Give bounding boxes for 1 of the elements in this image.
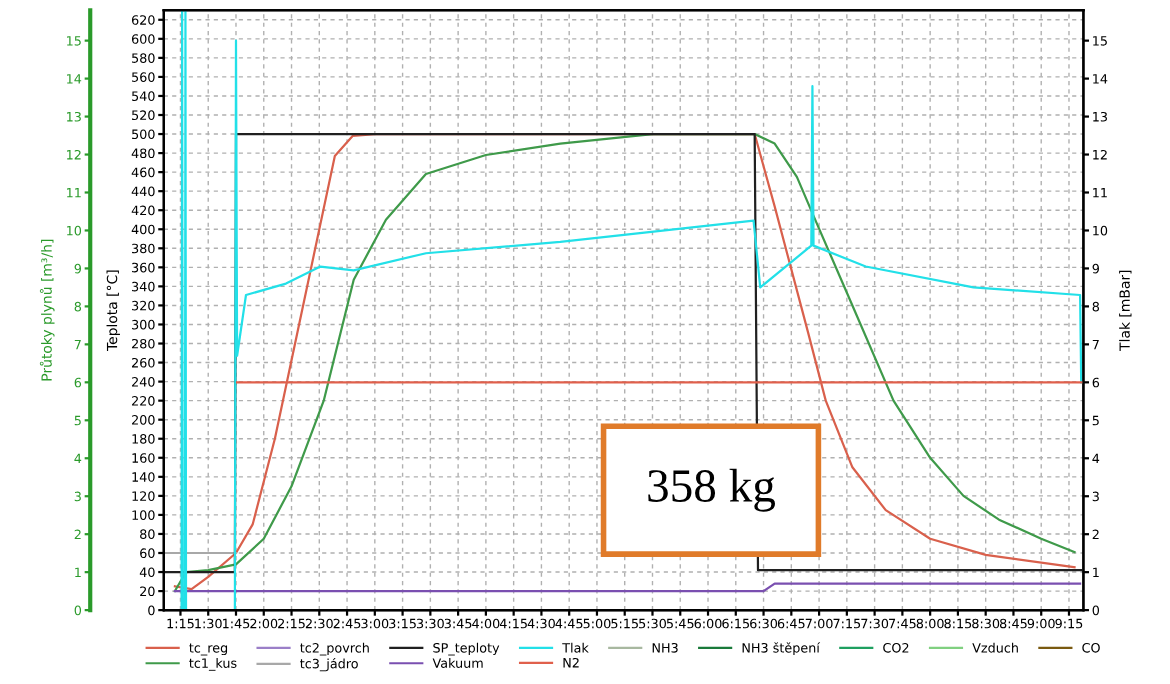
annotation: 358 kg — [648, 468, 775, 512]
